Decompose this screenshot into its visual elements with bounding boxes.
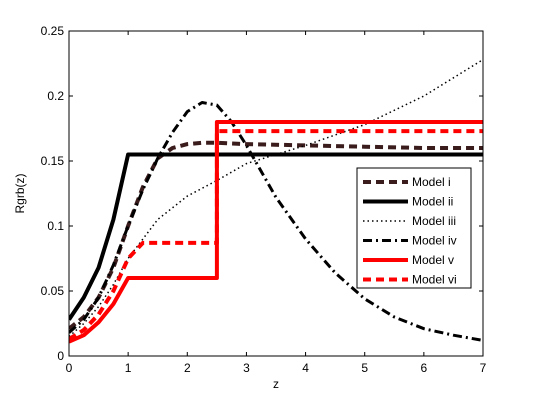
legend-label-1: Model i — [412, 175, 451, 189]
legend: Model i Model ii Model iii Model iv Model v M… — [356, 167, 472, 289]
x-tick-label: 6 — [421, 361, 428, 375]
y-tick-label: 0.25 — [41, 24, 65, 38]
legend-label-5: Model v — [412, 253, 454, 267]
y-tick-label: 0.05 — [41, 284, 65, 298]
y-tick-label: 0.15 — [41, 154, 65, 168]
legend-label-6: Model vi — [412, 273, 457, 287]
series-line-4 — [69, 101, 483, 342]
tick-layer: 0 1 2 3 4 5 6 7 0 0.05 0.1 0.15 0.2 0.25 — [41, 24, 487, 375]
y-tick-label: 0.1 — [47, 219, 64, 233]
x-tick-label: 4 — [302, 361, 309, 375]
plot-frame — [68, 30, 484, 357]
legend-label-3: Model iii — [412, 214, 456, 228]
x-tick-label: 1 — [125, 361, 132, 375]
legend-box — [356, 167, 472, 289]
series-layer — [69, 58, 483, 344]
x-tick-label: 3 — [243, 361, 250, 375]
legend-label-2: Model ii — [412, 195, 453, 209]
y-axis-label: Rgrb(z) — [13, 173, 27, 213]
series-line-2 — [69, 152, 483, 321]
x-tick-label: 5 — [361, 361, 368, 375]
series-line-3 — [69, 58, 483, 338]
x-tick-label: 7 — [480, 361, 487, 375]
x-axis-label: z — [273, 377, 279, 391]
y-tick-label: 0 — [57, 349, 64, 363]
x-tick-label: 0 — [66, 361, 73, 375]
legend-label-4: Model iv — [412, 234, 457, 248]
x-tick-label: 2 — [184, 361, 191, 375]
y-tick-label: 0.2 — [47, 89, 64, 103]
